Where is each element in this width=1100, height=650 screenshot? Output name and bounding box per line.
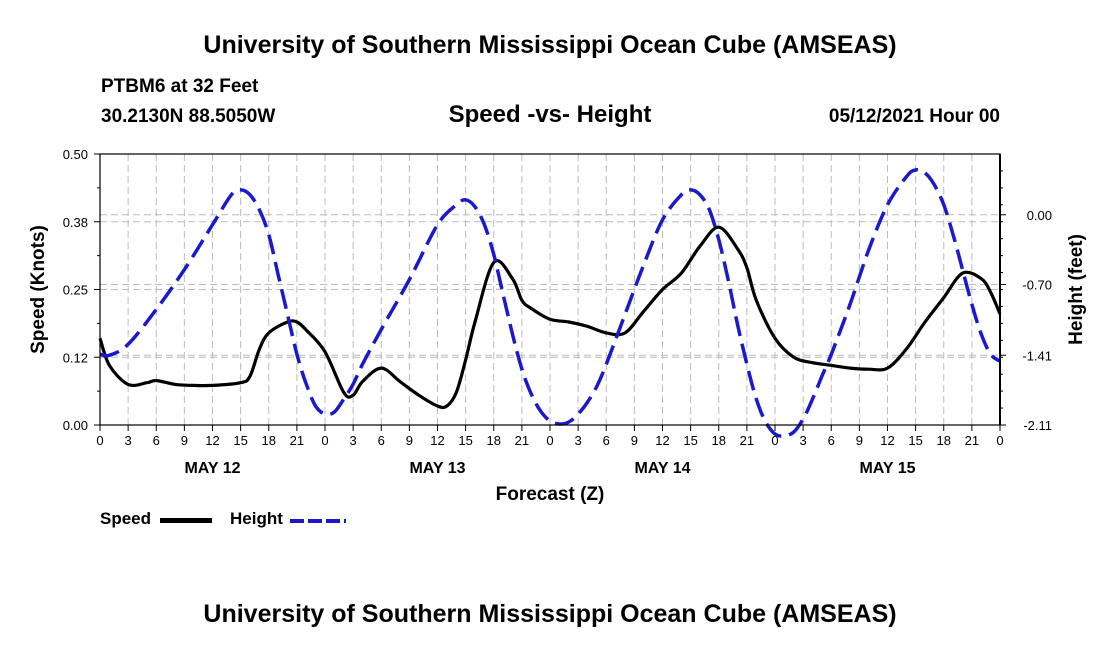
x-tick-label: 3 bbox=[800, 433, 807, 448]
x-tick-label: 6 bbox=[603, 433, 610, 448]
x-tick-label: 3 bbox=[350, 433, 357, 448]
x-axis-label: Forecast (Z) bbox=[496, 484, 605, 505]
x-tick-label: 3 bbox=[125, 433, 132, 448]
x-tick-label: 12 bbox=[430, 433, 444, 448]
x-tick-label: 9 bbox=[631, 433, 638, 448]
bottom-title: University of Southern Mississippi Ocean… bbox=[203, 600, 897, 628]
x-tick-label: 9 bbox=[181, 433, 188, 448]
x-tick-label: 0 bbox=[321, 433, 328, 448]
x-tick-label: 3 bbox=[575, 433, 582, 448]
x-tick-label: 12 bbox=[880, 433, 894, 448]
x-tick-label: 6 bbox=[828, 433, 835, 448]
top-title: University of Southern Mississippi Ocean… bbox=[203, 31, 897, 59]
x-tick-label: 12 bbox=[205, 433, 219, 448]
x-tick-label: 15 bbox=[458, 433, 472, 448]
x-tick-label: 18 bbox=[487, 433, 501, 448]
x-tick-label: 21 bbox=[290, 433, 304, 448]
height-series-line bbox=[99, 168, 1001, 438]
day-label: MAY 14 bbox=[634, 460, 690, 477]
y-tick-label: 0.38 bbox=[63, 215, 88, 230]
legend-speed-swatch bbox=[160, 518, 212, 523]
x-tick-label: 0 bbox=[996, 433, 1003, 448]
datetime-label: 05/12/2021 Hour 00 bbox=[828, 106, 1000, 127]
y-tick-label: 0.25 bbox=[63, 283, 88, 298]
legend-height-swatch bbox=[290, 519, 346, 523]
speed-series-line bbox=[98, 225, 1002, 410]
x-tick-label: 9 bbox=[856, 433, 863, 448]
grid-lines bbox=[100, 154, 1000, 426]
chart-title: Speed -vs- Height bbox=[448, 101, 652, 128]
x-tick-label: 18 bbox=[712, 433, 726, 448]
y2-tick-label: -1.41 bbox=[1022, 348, 1052, 363]
day-label: MAY 12 bbox=[184, 460, 240, 477]
y2-tick-label: -0.70 bbox=[1022, 278, 1052, 293]
y2-tick-label: -2.11 bbox=[1023, 418, 1052, 433]
y2-axis-label: Height (feet) bbox=[1066, 234, 1087, 345]
y2-tick-label: 0.00 bbox=[1027, 208, 1052, 223]
y-tick-label: 0.00 bbox=[63, 418, 88, 433]
x-tick-label: 0 bbox=[546, 433, 553, 448]
x-tick-label: 18 bbox=[262, 433, 276, 448]
x-tick-label: 21 bbox=[965, 433, 979, 448]
x-tick-label: 15 bbox=[908, 433, 922, 448]
x-tick-label: 15 bbox=[233, 433, 247, 448]
x-tick-label: 6 bbox=[153, 433, 160, 448]
y-axis-label: Speed (Knots) bbox=[28, 225, 49, 354]
axis-ticks: 0 3 6 9 12 15 18 21 0 3 6 9 12 15 18 21 0 3 6 9 12 15 18 21 0 3 6 9… bbox=[63, 147, 1052, 477]
station-label: PTBM6 at 32 Feet bbox=[101, 76, 259, 97]
coordinates-label: 30.2130N 88.5050W bbox=[101, 106, 276, 127]
x-tick-label: 18 bbox=[937, 433, 951, 448]
legend-height-label: Height bbox=[230, 509, 283, 528]
speed-height-chart: 0 3 6 9 12 15 18 21 0 3 6 9 12 15 18 21 0 3 6 9 12 15 18 21 0 3 6 9… bbox=[28, 147, 1087, 505]
x-tick-label: 9 bbox=[406, 433, 413, 448]
x-tick-label: 21 bbox=[740, 433, 754, 448]
x-tick-label: 21 bbox=[515, 433, 529, 448]
y-tick-label: 0.50 bbox=[63, 147, 88, 162]
x-tick-label: 0 bbox=[96, 433, 103, 448]
legend-speed-label: Speed bbox=[100, 509, 152, 528]
series-lines bbox=[98, 168, 1002, 438]
x-tick-label: 15 bbox=[683, 433, 697, 448]
day-label: MAY 15 bbox=[859, 460, 915, 477]
x-tick-label: 6 bbox=[378, 433, 385, 448]
day-label: MAY 13 bbox=[409, 460, 465, 477]
x-tick-label: 12 bbox=[655, 433, 669, 448]
x-tick-label: 0 bbox=[771, 433, 778, 448]
y-tick-label: 0.12 bbox=[63, 350, 88, 365]
